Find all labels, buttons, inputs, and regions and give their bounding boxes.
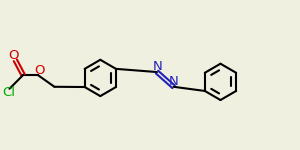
Text: O: O [9,49,19,62]
Text: N: N [153,60,162,73]
Text: O: O [34,64,45,77]
Text: Cl: Cl [2,86,15,99]
Text: N: N [169,75,179,88]
